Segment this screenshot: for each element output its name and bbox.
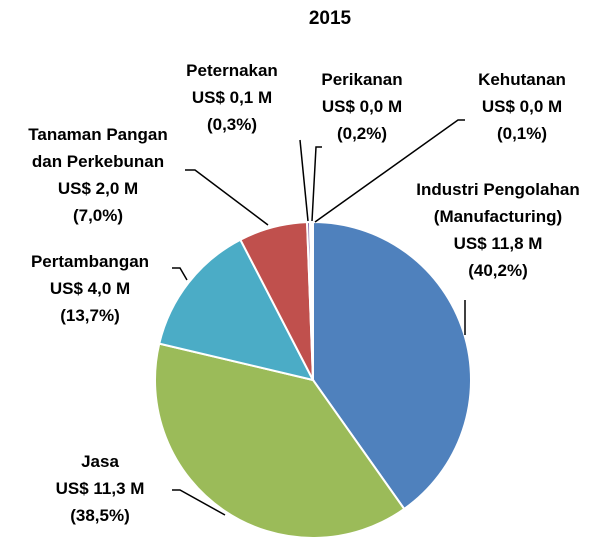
- category-name: Tanaman Pangan dan Perkebunan: [28, 125, 168, 171]
- category-name: Perikanan: [321, 70, 403, 89]
- leader-line: [314, 119, 465, 223]
- pie-slice: [311, 220, 314, 381]
- amount-label: US$ 11,3 M: [55, 479, 145, 498]
- chart-title: 2015: [308, 8, 352, 29]
- amount-label: US$ 11,8 M: [453, 234, 543, 253]
- amount-label: US$ 0,1 M: [191, 88, 273, 107]
- category-name: Peternakan: [186, 61, 278, 80]
- category-name: Jasa: [81, 452, 119, 471]
- slice-label: Tanaman Pangan dan Perkebunan US$ 2,0 M (7…: [28, 121, 168, 229]
- value-label: (0,3%): [206, 115, 258, 134]
- leader-line: [299, 139, 309, 222]
- pie-slice: [312, 220, 472, 511]
- amount-label: US$ 4,0 M: [49, 279, 131, 298]
- value-label: (0,1%): [496, 124, 548, 143]
- category-name: Pertambangan: [30, 252, 150, 271]
- leader-line: [172, 489, 226, 516]
- slice-label: Perikanan US$ 0,0 M (0,2%): [321, 66, 402, 147]
- leader-line: [172, 267, 188, 281]
- value-label: (13,7%): [60, 306, 120, 325]
- slice-label: Pertambangan US$ 4,0 M (13,7%): [31, 248, 149, 329]
- leader-line: [311, 146, 322, 222]
- category-name: Industri Pengolahan (Manufacturing): [416, 180, 580, 226]
- amount-label: US$ 0,0 M: [321, 97, 403, 116]
- value-label: (38,5%): [70, 506, 130, 525]
- leader-line: [185, 169, 269, 226]
- amount-label: US$ 2,0 M: [57, 179, 139, 198]
- pie-slice: [158, 238, 315, 382]
- value-label: (40,2%): [468, 261, 528, 280]
- slice-label: Jasa US$ 11,3 M (38,5%): [56, 448, 145, 529]
- pie-slice: [154, 342, 406, 539]
- slice-label: Kehutanan US$ 0,0 M (0,1%): [478, 66, 566, 147]
- category-name: Kehutanan: [478, 70, 566, 89]
- amount-label: US$ 0,0 M: [481, 97, 563, 116]
- slice-label: Peternakan US$ 0,1 M (0,3%): [186, 57, 278, 138]
- slice-label: Industri Pengolahan (Manufacturing) US$ 1…: [416, 176, 579, 284]
- value-label: (0,2%): [336, 124, 388, 143]
- value-label: (7,0%): [72, 206, 124, 225]
